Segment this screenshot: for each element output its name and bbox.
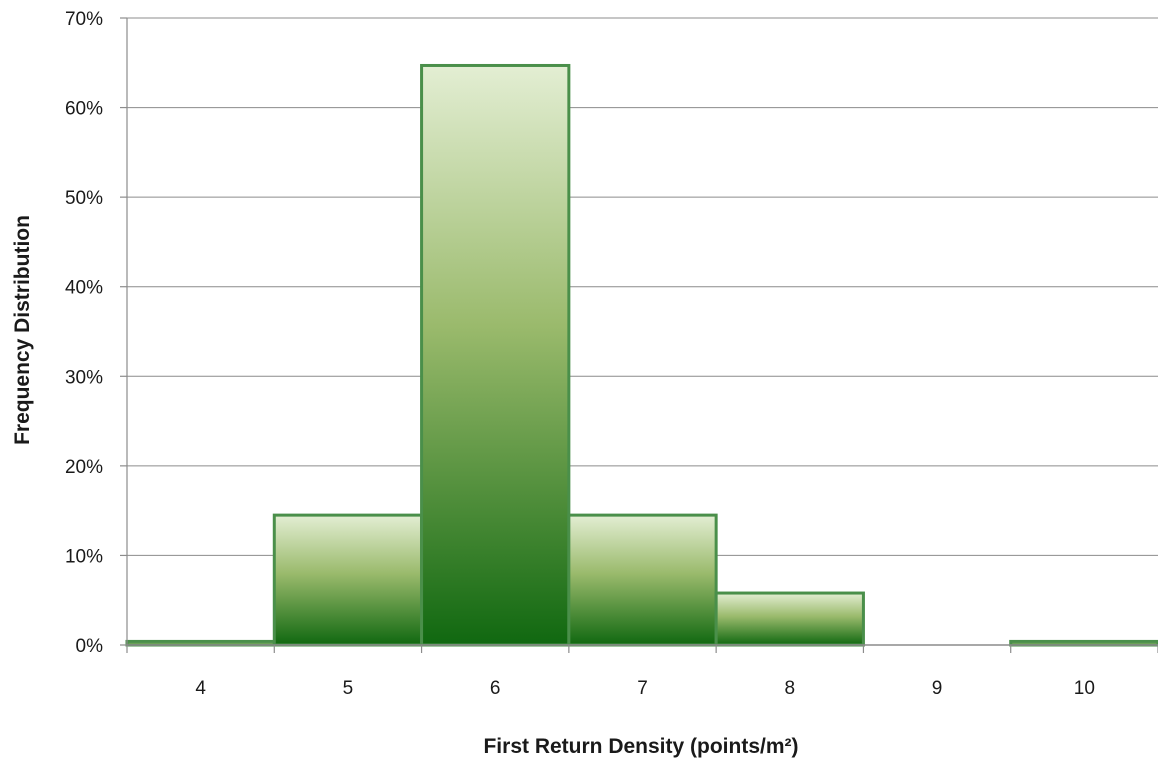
x-tick-label: 8 [784,678,795,699]
y-tick-label: 30% [65,367,103,388]
y-tick-label: 0% [76,636,104,657]
x-tick-labels: 4 5 6 7 8 9 10 [195,678,1095,699]
y-tick-label: 20% [65,457,103,478]
y-tick-labels: 0% 10% 20% 30% 40% 50% 60% 70% [65,9,103,657]
y-tick-label: 60% [65,99,103,120]
bars [125,63,1158,647]
y-axis-title: Frequency Distribution [11,215,34,445]
gridlines [127,17,1158,556]
x-tick-label: 5 [343,678,354,699]
histogram-bar [272,513,424,647]
x-tick-label: 4 [195,678,206,699]
histogram-bar [567,513,718,647]
y-tick-label: 50% [65,188,103,209]
x-tick-label: 7 [637,678,648,699]
y-tick-label: 10% [65,546,103,567]
x-axis-title: First Return Density (points/m²) [483,735,798,758]
histogram-bar [420,63,571,647]
x-tick-label: 10 [1074,678,1095,699]
histogram-bar [714,591,865,647]
x-tick-label: 6 [490,678,501,699]
y-tick-label: 40% [65,278,103,299]
axes [120,17,1158,653]
x-tick-label: 9 [932,678,943,699]
y-tick-label: 70% [65,9,103,30]
